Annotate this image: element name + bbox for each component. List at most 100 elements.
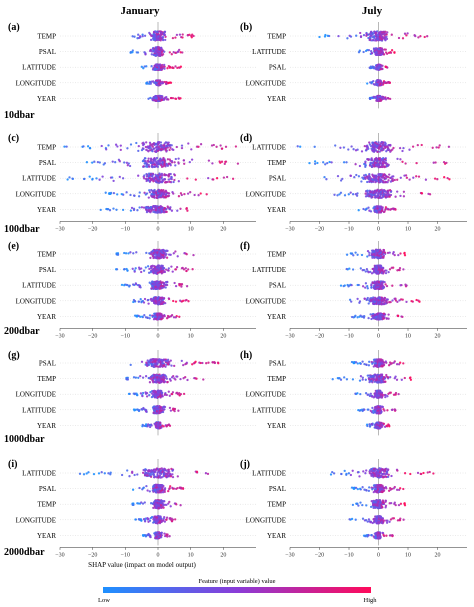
shap-point [366, 146, 369, 149]
shap-point [183, 192, 186, 196]
shap-point [123, 251, 126, 255]
x-tick-label: 10 [405, 226, 411, 232]
shap-point [408, 148, 411, 151]
shap-point [144, 157, 147, 160]
shap-point [359, 35, 363, 38]
shap-point [366, 287, 369, 290]
shap-point [370, 81, 373, 84]
shap-point [148, 176, 152, 180]
shap-point [123, 284, 126, 287]
feature-label: LATITUDE [22, 64, 56, 72]
shap-point [187, 142, 190, 145]
shap-point [163, 173, 166, 176]
shap-point [157, 257, 161, 260]
shap-point [157, 358, 160, 362]
shap-point [408, 178, 411, 181]
shap-point [91, 161, 94, 164]
shap-point [156, 49, 159, 52]
shap-point [166, 180, 169, 184]
shap-point [173, 281, 176, 285]
shap-point [193, 193, 196, 197]
shap-point [150, 287, 153, 290]
shap-point [380, 313, 383, 316]
shap-point [356, 297, 359, 301]
shap-point [86, 145, 90, 148]
shap-point [415, 175, 418, 178]
shap-point [126, 164, 129, 167]
shap-point [157, 98, 160, 101]
shap-point [369, 31, 373, 34]
shap-point [160, 172, 164, 176]
shap-point [396, 269, 399, 272]
shap-point [170, 265, 173, 268]
shap-point [162, 144, 166, 147]
shap-point [149, 96, 152, 100]
shap-point [107, 207, 110, 211]
shap-point [375, 158, 378, 161]
shap-point [108, 192, 112, 196]
shap-point [158, 94, 161, 98]
shap-point [355, 34, 358, 37]
shap-point [378, 79, 381, 82]
shap-point [402, 190, 406, 193]
shap-point [112, 191, 116, 195]
shap-point [154, 363, 158, 366]
shap-point [137, 376, 140, 379]
shap-point [389, 50, 392, 54]
shap-point [150, 80, 153, 83]
x-tick-label: 0 [377, 333, 380, 339]
shap-point [396, 190, 399, 193]
shap-point [197, 194, 200, 197]
shap-point [173, 161, 176, 164]
shap-point [336, 194, 339, 197]
shap-point [224, 145, 228, 148]
shap-point [372, 287, 376, 290]
shap-point [342, 284, 345, 288]
feature-label: YEAR [267, 95, 286, 103]
shap-point [164, 281, 168, 284]
shap-point [103, 162, 107, 165]
shap-point [149, 143, 152, 146]
shap-point [211, 361, 214, 364]
shap-point [104, 191, 107, 194]
shap-point [159, 176, 162, 179]
shap-point [155, 208, 158, 211]
shap-point [166, 158, 170, 161]
shap-point [396, 300, 399, 304]
shap-point [142, 301, 146, 304]
shap-point [378, 297, 381, 300]
shap-point [388, 173, 391, 176]
shap-point [380, 141, 383, 144]
shap-point [135, 141, 138, 145]
shap-point [370, 272, 374, 275]
shap-point [155, 96, 159, 100]
shap-point [154, 158, 157, 161]
shap-point [157, 254, 160, 257]
shap-point [129, 193, 132, 197]
shap-point [137, 36, 141, 40]
shap-point [372, 302, 375, 305]
shap-point [163, 374, 167, 377]
shap-point [181, 51, 184, 54]
shap-point [180, 300, 184, 303]
shap-point [180, 359, 183, 363]
x-tick-label: 0 [157, 333, 160, 339]
shap-point [381, 207, 384, 210]
shap-point [376, 150, 379, 154]
shap-point [148, 206, 151, 210]
shap-point [154, 54, 157, 57]
shap-point [364, 282, 368, 285]
shap-point [380, 53, 383, 56]
shap-point [186, 192, 190, 195]
x-tick-label: 20 [435, 226, 441, 232]
feature-label: LATITUDE [22, 282, 56, 290]
shap-point [148, 314, 152, 317]
shap-point [161, 314, 164, 318]
shap-point [155, 380, 158, 384]
shap-point [156, 31, 159, 34]
shap-point [375, 248, 378, 251]
shap-point [363, 314, 366, 318]
shap-point [366, 180, 369, 184]
shap-point [371, 141, 375, 144]
